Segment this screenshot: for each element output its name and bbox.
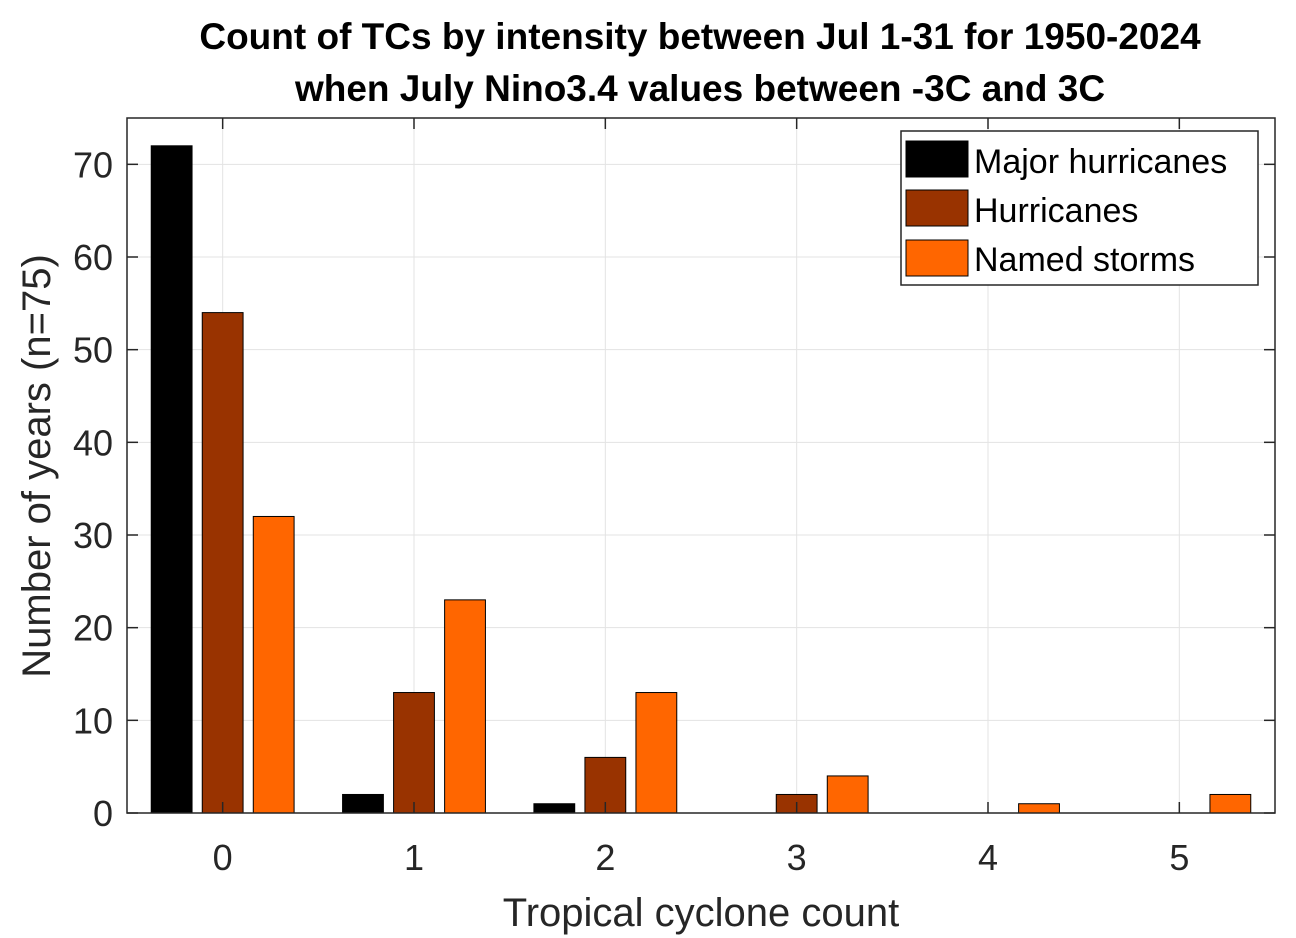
y-tick-label: 50 xyxy=(73,330,113,371)
x-tick-label: 5 xyxy=(1169,837,1189,878)
bar-major-hurricanes-0 xyxy=(150,145,193,814)
plot-frame xyxy=(126,117,1276,814)
bar-hurricanes-0 xyxy=(201,312,244,814)
bar-named-storms-0 xyxy=(252,515,295,814)
x-tick-label: 4 xyxy=(978,837,998,878)
x-tick-label: 2 xyxy=(595,837,615,878)
legend-label-major-hurricanes: Major hurricanes xyxy=(974,143,1227,181)
legend-label-hurricanes: Hurricanes xyxy=(974,192,1138,230)
bar-named-storms-5 xyxy=(1209,793,1252,814)
legend-swatch-named-storms xyxy=(905,239,969,277)
bar-named-storms-3 xyxy=(826,775,869,814)
x-tick-label: 1 xyxy=(404,837,424,878)
legend: Major hurricanes Hurricanes Named storms xyxy=(900,130,1259,286)
y-tick-label: 30 xyxy=(73,515,113,556)
y-tick-label: 0 xyxy=(93,793,113,834)
bar-named-storms-2 xyxy=(635,692,678,814)
chart-title: Count of TCs by intensity between Jul 1-… xyxy=(199,16,1201,109)
y-tick-label: 20 xyxy=(73,608,113,649)
bar-named-storms-1 xyxy=(444,599,486,814)
y-tick-label: 10 xyxy=(73,700,113,741)
legend-swatch-major-hurricanes xyxy=(905,140,969,178)
y-tick-label: 40 xyxy=(73,422,113,463)
bar-major-hurricanes-2 xyxy=(533,803,576,814)
y-axis-label: Number of years (n=75) xyxy=(15,254,59,678)
grid-lines xyxy=(127,118,1275,813)
y-tick-label: 60 xyxy=(73,237,113,278)
x-tick-label: 3 xyxy=(787,837,807,878)
bar-hurricanes-1 xyxy=(393,692,435,814)
x-axis-label: Tropical cyclone count xyxy=(503,891,899,935)
tick-labels: 0 10 20 30 40 50 60 70 0 1 2 3 4 5 xyxy=(73,144,1189,878)
chart-title-line-1: Count of TCs by intensity between Jul 1-… xyxy=(199,16,1201,57)
bar-major-hurricanes-1 xyxy=(342,793,384,814)
y-tick-label: 70 xyxy=(73,144,113,185)
x-tick-label: 0 xyxy=(213,837,233,878)
chart-title-line-2: when July Nino3.4 values between -3C and… xyxy=(294,68,1105,109)
bars xyxy=(150,145,1252,814)
bar-named-storms-4 xyxy=(1018,803,1060,814)
legend-label-named-storms: Named storms xyxy=(974,241,1195,279)
axis-ticks xyxy=(127,118,1275,814)
legend-swatch-hurricanes xyxy=(905,189,969,227)
